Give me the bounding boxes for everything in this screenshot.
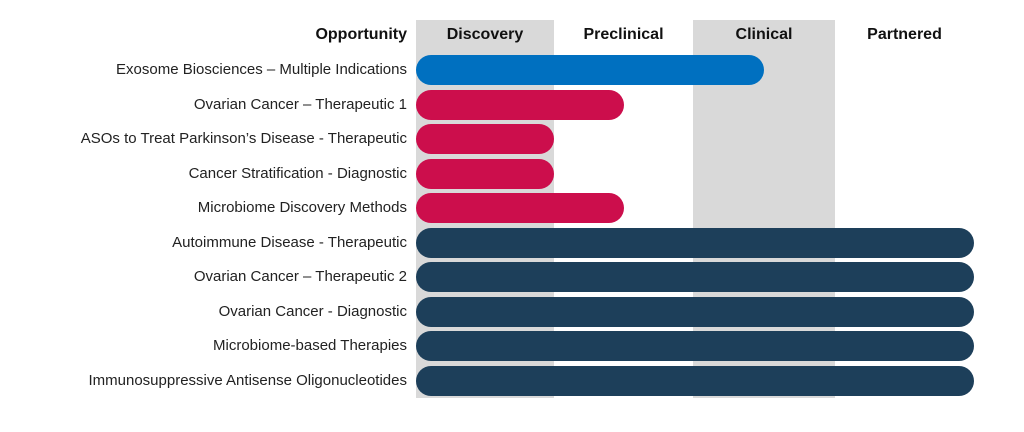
row-label: Ovarian Cancer – Therapeutic 2 xyxy=(193,268,407,285)
progress-bar xyxy=(416,55,764,85)
row-label: Ovarian Cancer – Therapeutic 1 xyxy=(193,95,407,113)
progress-bar xyxy=(416,296,974,327)
row-label: Immunosuppressive Antisense Oligonucleot… xyxy=(88,371,407,389)
progress-bar xyxy=(416,124,554,154)
row-label: ASOs to Treat Parkinson’s Disease - Ther… xyxy=(80,130,407,147)
row-label: Exosome Biosciences – Multiple Indicatio… xyxy=(116,61,407,78)
row-label: Ovarian Cancer - Diagnostic xyxy=(218,302,407,320)
progress-bar xyxy=(416,89,624,120)
row-label: Autoimmune Disease - Therapeutic xyxy=(172,233,407,251)
progress-bar xyxy=(416,227,974,258)
progress-bar xyxy=(416,365,974,396)
row-label: Microbiome Discovery Methods xyxy=(197,199,407,216)
header-opportunity: Opportunity xyxy=(315,26,407,43)
stage-header-preclinical: Preclinical xyxy=(583,26,664,43)
stage-header-partnered: Partnered xyxy=(867,26,942,43)
row-label: Cancer Stratification - Diagnostic xyxy=(188,164,407,182)
progress-bar xyxy=(416,262,974,292)
stage-header-discovery: Discovery xyxy=(446,26,524,43)
progress-bar xyxy=(416,158,554,189)
progress-bar xyxy=(416,193,624,223)
progress-bar xyxy=(416,331,974,361)
row-label: Microbiome-based Therapies xyxy=(213,337,407,354)
stage-header-clinical: Clinical xyxy=(735,26,793,43)
